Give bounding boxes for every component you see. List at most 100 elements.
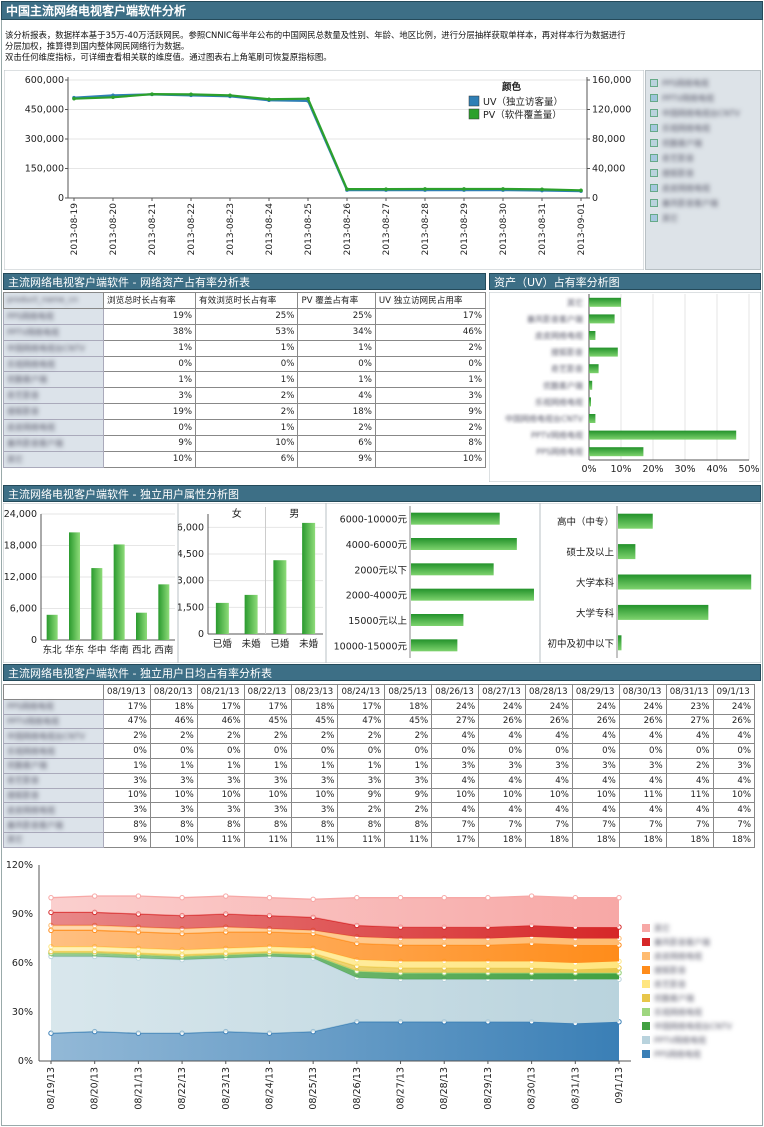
table-cell: 7%	[478, 817, 527, 833]
area-point	[441, 894, 447, 901]
area-legend-panel[interactable]: 其它 暴风影音客户端 皮皮网络电视 搜狐影音 奇艺影音 优酷客户端 乐视网络电视 中国网络电视…	[640, 918, 758, 1063]
right-tick-label: 120,000	[592, 105, 631, 116]
legend-item[interactable]: 暴风影音客户端	[642, 935, 710, 949]
column-header[interactable]: 08/31/13	[665, 684, 714, 700]
asset-share-table[interactable]: product_name_cn 浏览总时长占有率 有效浏览时长占有率 PV 覆盖占有率…	[3, 292, 487, 468]
column-header[interactable]: product_name_cn	[3, 292, 104, 309]
table-row[interactable]: 优酷客户端 1% 1% 1% 1% 1% 1% 1% 3% 3% 3% 3% 3% 2% 3%	[3, 757, 756, 774]
table-cell: 26%	[478, 713, 527, 730]
column-header[interactable]: 08/20/13	[149, 684, 198, 700]
legend-item[interactable]: 奇艺影音	[650, 151, 694, 165]
legend-label: PPTV网络电视	[662, 93, 715, 103]
daily-share-area-chart[interactable]: 120% 90% 60% 30% 0% 08/19/13 08/20/13 08/21/13 0…	[3, 856, 638, 1122]
legend-item[interactable]: 优酷客户端	[650, 136, 702, 150]
table-row[interactable]: 皮皮网络电视 3% 3% 3% 3% 3% 2% 2% 4% 4% 4% 4% 4% 4% 4%	[3, 802, 756, 819]
table-row[interactable]: 皮皮网络电视 0% 1% 2% 2%	[3, 419, 487, 437]
column-header[interactable]: 08/24/13	[337, 684, 386, 700]
gender-marriage-bar-chart[interactable]: 6,0004,5003,0001,5000已婚 未婚 已婚 未婚女男	[178, 503, 326, 663]
legend-swatch	[650, 214, 658, 222]
legend-item[interactable]: 乐视网络电视	[642, 1005, 702, 1019]
row-name: PPTV网络电视	[3, 713, 104, 730]
row-name-label: 奇艺影音	[7, 391, 39, 401]
column-header[interactable]: 08/25/13	[384, 684, 433, 700]
legend-item[interactable]: 皮皮网络电视	[642, 949, 702, 963]
table-row[interactable]: 其它 10% 6% 9% 10%	[3, 450, 487, 468]
x-tick-label: 08/29/13	[483, 1067, 494, 1110]
table-row[interactable]: 中国网络电视台CNTV 1% 1% 1% 2%	[3, 339, 487, 357]
legend-item[interactable]: PPTV网络电视	[642, 1033, 706, 1047]
column-header[interactable]: 08/30/13	[618, 684, 667, 700]
legend-item[interactable]: 中国网络电视台CNTV	[642, 1019, 732, 1033]
legend-item[interactable]: PPS网络电视	[650, 76, 709, 90]
column-header[interactable]: 08/28/13	[525, 684, 573, 700]
table-row[interactable]: 其它 9% 10% 11% 11% 11% 11% 11% 17% 18% 18% 18% 18% 18%…	[3, 831, 756, 848]
legend-item[interactable]: 奇艺影音	[642, 977, 686, 991]
x-tick-label: 08/31/13	[570, 1067, 581, 1110]
column-header[interactable]: PV 覆盖占有率	[297, 292, 376, 309]
daily-share-table[interactable]: 08/19/13 08/20/13 08/21/13 08/22/13 08/23/13…	[3, 684, 756, 848]
bar	[158, 584, 170, 640]
table-row[interactable]: 搜狐影音 19% 2% 18% 9%	[3, 403, 487, 421]
column-header[interactable]: 08/21/13	[196, 684, 245, 700]
table-row[interactable]: PPTV网络电视 47% 46% 46% 45% 45% 47% 45% 27% 26% 26% 26…	[3, 713, 756, 730]
table-row[interactable]: 乐视网络电视 0% 0% 0% 0% 0% 0% 0% 0% 0% 0% 0% 0% 0% 0%	[3, 743, 756, 759]
y-tick-label: 0	[31, 635, 37, 646]
legend-item[interactable]: 暴风影音客户端	[650, 196, 718, 210]
table-row[interactable]: PPTV网络电视 38% 53% 34% 46%	[3, 323, 487, 341]
legend-item[interactable]: PPS网络电视	[642, 1047, 701, 1061]
category-label: 搜狐影音	[551, 347, 583, 357]
table-row[interactable]: 暴风影音客户端 9% 10% 6% 8%	[3, 435, 487, 452]
table-row[interactable]: 优酷客户端 1% 1% 1% 1%	[3, 371, 487, 389]
table-row[interactable]: 暴风影音客户端 8% 8% 8% 8% 8% 8% 8% 7% 7% 7% 7% 7% 7% 7%	[3, 817, 756, 833]
uv-share-bar-chart[interactable]: 0% 10% 20% 30% 40% 50% 其它暴风影音客户端皮皮网络电视搜狐影音奇艺影音…	[489, 292, 761, 482]
bar	[618, 635, 622, 651]
table-cell: 0%	[525, 743, 573, 759]
column-header[interactable]: 有效浏览时长占有率	[194, 292, 299, 309]
table-cell: 9%	[297, 450, 376, 468]
legend-swatch	[642, 980, 650, 988]
legend-item[interactable]: 其它	[642, 921, 670, 935]
legend-item[interactable]: 乐视网络电视	[650, 121, 710, 135]
column-header[interactable]: 浏览总时长占有率	[103, 292, 196, 309]
column-header[interactable]: 08/27/13	[478, 684, 527, 700]
legend-item[interactable]: 优酷客户端	[642, 991, 694, 1005]
table-cell: 11%	[665, 787, 714, 804]
legend-item[interactable]: 中国网络电视台CNTV	[650, 106, 740, 120]
table-cell: 9%	[103, 831, 151, 848]
table-cell: 18%	[478, 831, 527, 848]
column-header[interactable]: 08/22/13	[243, 684, 292, 700]
series-point	[501, 187, 505, 191]
table-cell: 26%	[618, 713, 667, 730]
legend-item[interactable]: 其它	[650, 211, 678, 225]
table-row[interactable]: 奇艺影音 3% 3% 3% 3% 3% 3% 3% 4% 4% 4% 4% 4% 4% 4%	[3, 772, 756, 789]
income-bar-chart[interactable]: 6000-10000元 4000-6000元 2000元以下 2000-4000元 15…	[326, 503, 540, 663]
region-bar-chart[interactable]: 24,000 18,000 12,000 6,000 0 东北 华东 华中 华南 西北 西南	[3, 503, 178, 663]
column-header[interactable]: 08/23/13	[290, 684, 339, 700]
table-cell: 2%	[149, 728, 198, 745]
column-header[interactable]: UV 独立访网民占用率	[374, 292, 487, 309]
table-row[interactable]: PPS网络电视 19% 25% 25% 17%	[3, 307, 487, 325]
row-name: PPTV网络电视	[3, 323, 104, 341]
column-header[interactable]: 08/26/13	[431, 684, 480, 700]
x-tick-label: 2013-08-31	[538, 203, 548, 255]
table-row[interactable]: 奇艺影音 3% 2% 4% 3%	[3, 387, 487, 405]
product-legend-panel[interactable]: PPS网络电视 PPTV网络电视中国网络电视台CNTV 乐视网络电视 优酷客户端 奇艺影…	[645, 70, 761, 270]
table-cell: 11%	[196, 831, 245, 848]
table-cell: 3%	[103, 387, 196, 405]
table-row[interactable]: PPS网络电视 17% 18% 17% 17% 18% 17% 18% 24% 24% 24% 24%…	[3, 698, 756, 715]
legend-item[interactable]: PPTV网络电视	[650, 91, 714, 105]
row-name-label: 乐视网络电视	[7, 359, 55, 369]
table-row[interactable]: 中国网络电视台CNTV 2% 2% 2% 2% 2% 2% 2% 4% 4% 4% 4% 4% 4% 4%	[3, 728, 756, 745]
column-header[interactable]: 08/29/13	[571, 684, 620, 700]
table-row[interactable]: 搜狐影音 10% 10% 10% 10% 10% 9% 9% 10% 10% 10% 10% 11% 11…	[3, 787, 756, 804]
column-header[interactable]: 09/1/13	[712, 684, 756, 700]
table-cell: 10%	[196, 787, 245, 804]
legend-item[interactable]: 搜狐影音	[650, 166, 694, 180]
legend-item[interactable]: 搜狐影音	[642, 963, 686, 977]
uv-pv-line-chart[interactable]: 600,000 450,000 300,000 150,000 0 160,000 120,…	[4, 70, 644, 270]
column-header[interactable]: 08/19/13	[103, 684, 151, 700]
row-name-label: 优酷客户端	[7, 761, 47, 771]
table-row[interactable]: 乐视网络电视 0% 0% 0% 0%	[3, 355, 487, 373]
legend-item[interactable]: 皮皮网络电视	[650, 181, 710, 195]
